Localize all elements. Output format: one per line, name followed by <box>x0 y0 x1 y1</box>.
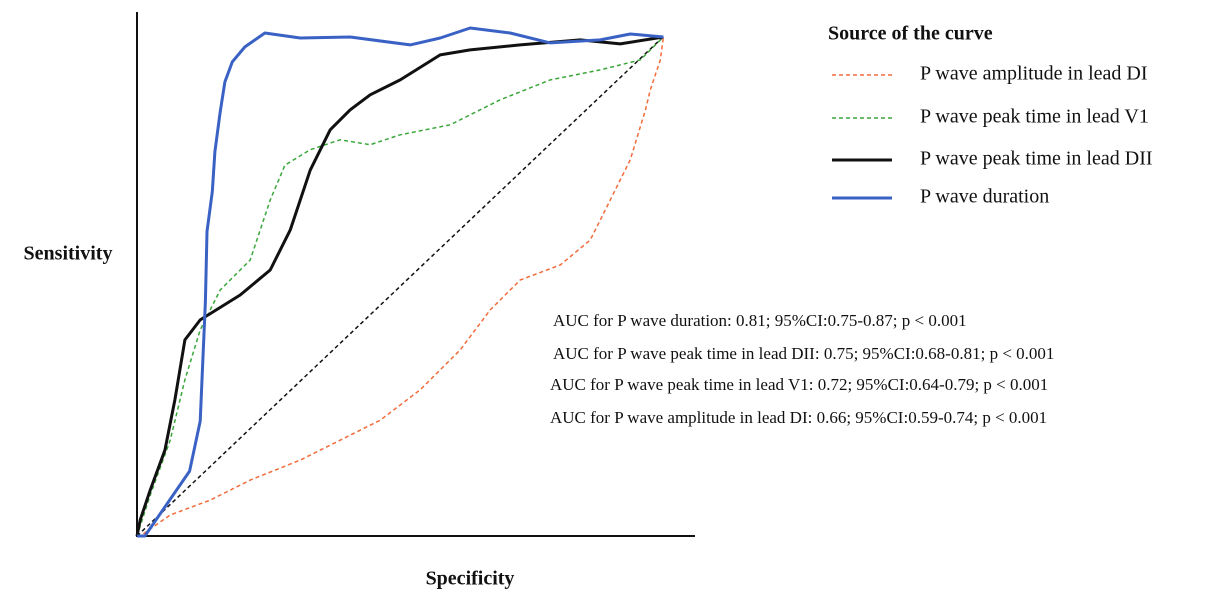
roc-curve <box>135 35 664 537</box>
legend-label: P wave peak time in lead V1 <box>920 106 1149 128</box>
legend-label: P wave amplitude in lead DI <box>920 63 1148 85</box>
legend-label: P wave duration <box>920 186 1049 208</box>
roc-curve <box>137 26 664 538</box>
annotation: AUC for P wave duration: 0.81; 95%CI:0.7… <box>553 311 967 330</box>
annotation: AUC for P wave peak time in lead V1: 0.7… <box>550 375 1048 394</box>
y-axis-label: Sensitivity <box>24 243 113 265</box>
roc-curve <box>136 36 664 537</box>
annotation: AUC for P wave peak time in lead DII: 0.… <box>553 344 1054 363</box>
annotation: AUC for P wave amplitude in lead DI: 0.6… <box>550 408 1047 427</box>
roc-curve <box>137 36 665 537</box>
legend-title: Source of the curve <box>828 23 993 45</box>
x-axis-label: Specificity <box>426 568 515 590</box>
reference-diagonal <box>136 36 664 537</box>
legend-label: P wave peak time in lead DII <box>920 148 1153 170</box>
